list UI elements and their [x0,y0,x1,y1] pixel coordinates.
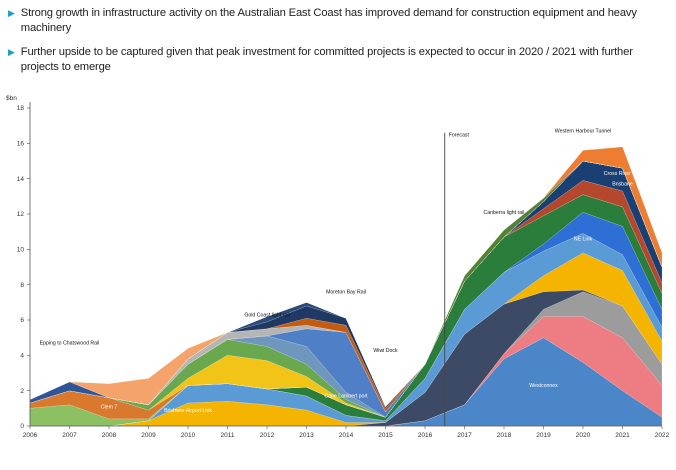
bullet-text: Strong growth in infrastructure activity… [20,7,637,34]
x-tick-label: 2010 [181,432,196,439]
annotations: Epping to Chatswood Rail Gold Coast light… [40,129,642,414]
x-tick-label: 2015 [378,432,393,439]
y-tick-label: 4 [20,353,24,360]
project-callout-label: Wiwi Dock [373,348,398,354]
x-tick-label: 2020 [576,432,591,439]
y-tick-label: 10 [17,247,25,254]
x-tick-label: 2009 [141,432,156,439]
x-tick-label: 2021 [615,432,630,439]
y-axis-ticks: 0 2 4 6 8 10 12 14 16 18 [17,105,30,430]
triangle-bullet-icon: ▶ [8,8,15,18]
forecast-label: Forecast [449,133,470,139]
y-tick-label: 16 [17,141,25,148]
project-area-label: Cross River Rail [604,171,641,177]
x-tick-label: 2006 [23,432,38,439]
x-tick-label: 2011 [221,432,235,439]
area-series [29,146,663,407]
project-area-label: NE Link [574,237,593,243]
project-area-label: Brisbane Airport Link [164,408,212,414]
y-tick-label: 0 [20,423,24,430]
x-tick-label: 2018 [497,432,512,439]
x-tick-label: 2022 [655,432,670,439]
project-area-label: Westconnex [529,383,558,389]
bullet-text: Further upside to be captured given that… [20,46,633,73]
y-tick-label: 12 [17,211,25,218]
x-tick-label: 2013 [299,432,314,439]
project-callout-label: Epping to Chatswood Rail [40,341,100,347]
bullet-list: ▶ Strong growth in infrastructure activi… [8,6,672,84]
project-callout-label: Moreton Bay Rail [326,290,366,296]
y-tick-label: 8 [20,282,24,289]
x-tick-label: 2019 [536,432,551,439]
x-tick-label: 2012 [260,432,275,439]
project-callout-label: Gold Coast light rail [244,312,289,318]
project-callout-label: Canberra light rail [484,210,525,216]
project-area-label: Brisbane [612,182,633,188]
y-axis-label: $bn [6,95,17,102]
y-tick-label: 2 [20,388,24,395]
stacked-area-chart: 0 2 4 6 8 10 12 14 16 18 $bn 2006 2007 2008 2009 2010 2… [6,95,670,439]
y-tick-label: 6 [20,317,24,324]
x-tick-label: 2016 [418,432,433,439]
x-tick-label: 2014 [339,432,354,439]
y-tick-label: 18 [17,105,25,112]
x-tick-label: 2007 [62,432,77,439]
x-tick-label: 2008 [102,432,117,439]
bullet-item: ▶ Further upside to be captured given th… [8,45,672,75]
x-tick-label: 2017 [457,432,472,439]
project-area-label: Clem 7 [101,404,118,410]
y-tick-label: 14 [17,176,25,183]
area-series-group [29,146,663,427]
project-area-label: Cape Lambert port [324,394,368,400]
bullet-item: ▶ Strong growth in infrastructure activi… [8,6,672,36]
project-callout-label: Western Harbour Tunnel [555,129,611,135]
triangle-bullet-icon: ▶ [8,47,15,57]
